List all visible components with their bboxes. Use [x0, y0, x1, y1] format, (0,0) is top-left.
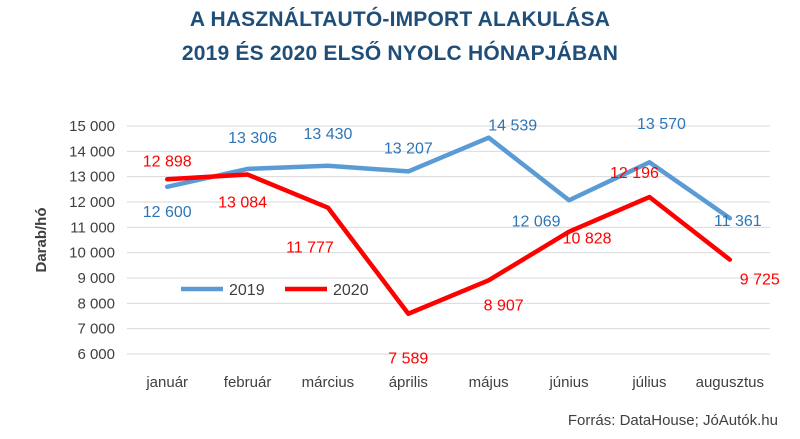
x-tick-label: augusztus: [696, 374, 764, 391]
data-label: 11 777: [286, 240, 334, 257]
data-label: 9 725: [740, 272, 780, 289]
x-tick-label: május: [469, 374, 509, 391]
data-label: 12 069: [512, 213, 561, 230]
series-line-2019: [164, 135, 733, 221]
data-label: 13 306: [228, 130, 277, 147]
x-tick-label: június: [548, 374, 588, 391]
legend-label: 2019: [229, 282, 265, 299]
y-tick-label: 15 000: [69, 118, 115, 135]
data-label: 11 361: [714, 213, 762, 230]
y-tick-label: 10 000: [69, 245, 115, 262]
data-label: 12 196: [610, 165, 659, 182]
y-tick-label: 8 000: [77, 295, 115, 312]
x-tick-label: március: [302, 374, 355, 391]
data-label: 13 084: [218, 195, 267, 212]
data-label: 12 600: [143, 204, 192, 221]
data-label: 13 430: [303, 126, 352, 143]
data-label: 7 589: [388, 351, 428, 368]
y-tick-label: 12 000: [69, 194, 115, 211]
data-label: 14 539: [488, 118, 537, 135]
data-label: 12 898: [143, 153, 192, 170]
x-tick-label: január: [145, 374, 188, 391]
source-note: Forrás: DataHouse; JóAutók.hu: [567, 412, 778, 429]
y-axis-label: Darab/hó: [33, 207, 50, 272]
data-label: 13 207: [384, 140, 433, 157]
y-tick-label: 6 000: [77, 346, 115, 363]
y-tick-label: 7 000: [77, 321, 115, 338]
data-label: 13 570: [637, 116, 686, 133]
y-tick-label: 13 000: [69, 169, 115, 186]
legend-label: 2020: [333, 282, 369, 299]
series-line-2020: [164, 172, 733, 316]
y-tick-label: 11 000: [70, 219, 115, 236]
y-tick-label: 14 000: [69, 143, 115, 160]
y-tick-label: 9 000: [77, 270, 115, 287]
x-tick-label: február: [224, 374, 272, 391]
chart-title-line-1: A HASZNÁLTAUTÓ-IMPORT ALAKULÁSA: [189, 8, 611, 31]
chart-title-line-2: 2019 ÉS 2020 ELSŐ NYOLC HÓNAPJÁBAN: [181, 42, 619, 65]
data-label: 10 828: [563, 231, 612, 248]
x-tick-label: április: [389, 374, 428, 391]
x-tick-label: július: [631, 374, 666, 391]
data-label: 8 907: [484, 297, 524, 314]
